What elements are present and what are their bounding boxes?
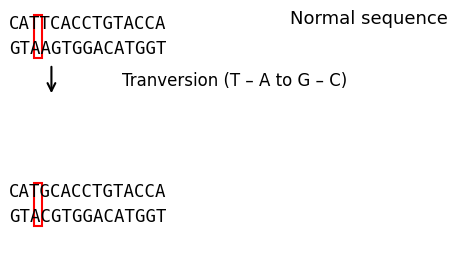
Text: Normal sequence: Normal sequence xyxy=(290,10,448,28)
Text: Tranversion (T – A to G – C): Tranversion (T – A to G – C) xyxy=(121,72,347,90)
Text: GTACGTGGACATGGT: GTACGTGGACATGGT xyxy=(9,208,167,226)
Text: GTAAGTGGACATGGT: GTAAGTGGACATGGT xyxy=(9,40,167,58)
Bar xyxy=(34,15,42,58)
Text: CATGCACCTGTACCA: CATGCACCTGTACCA xyxy=(9,183,167,201)
Text: CATTCACCTGTACCA: CATTCACCTGTACCA xyxy=(9,15,167,33)
Bar xyxy=(34,183,42,226)
